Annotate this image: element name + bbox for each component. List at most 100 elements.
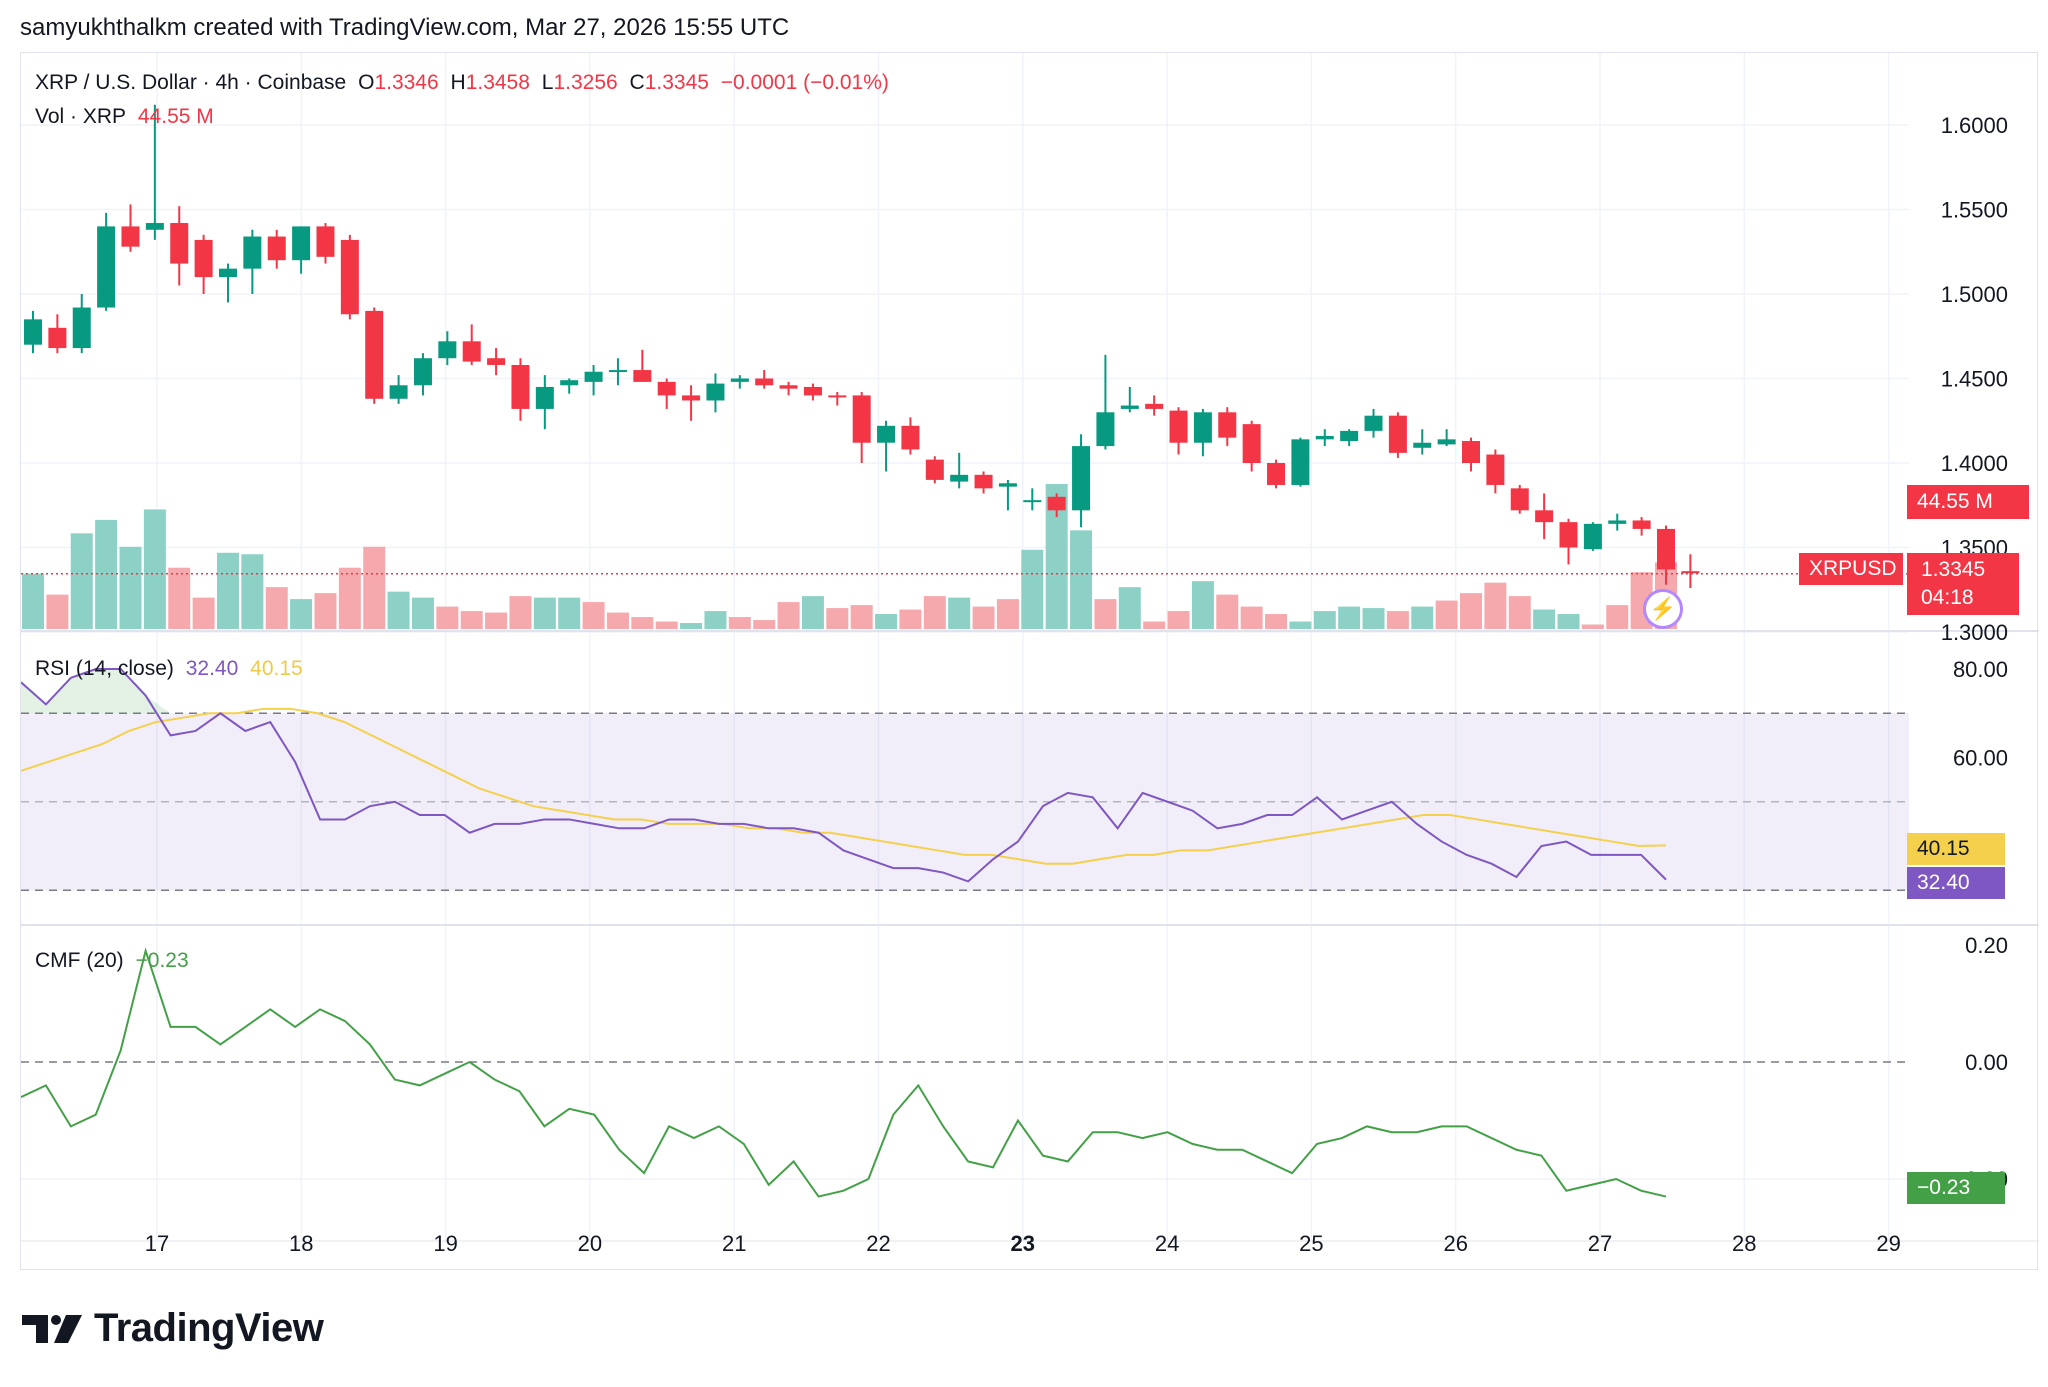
candle-body xyxy=(1315,435,1334,440)
candle-body xyxy=(1291,439,1310,485)
close-value: 1.3345 xyxy=(644,71,709,94)
time-axis-label: 22 xyxy=(866,1231,890,1256)
time-axis-label: 28 xyxy=(1732,1231,1756,1256)
time-axis-label: 19 xyxy=(433,1231,457,1256)
price-axis-label: 1.3000 xyxy=(1941,620,2008,645)
price-axis-label: 1.5000 xyxy=(1941,282,2008,307)
time-axis-label: 26 xyxy=(1443,1231,1467,1256)
change-value: −0.0001 (−0.01%) xyxy=(720,71,889,94)
candle-body xyxy=(1510,488,1529,511)
candle-body xyxy=(438,341,457,359)
volume-bar xyxy=(192,597,215,629)
candle-body xyxy=(365,310,384,399)
rsi-ma-tag: 40.15 xyxy=(1907,833,2005,865)
volume-bar xyxy=(216,552,239,629)
volume-bar xyxy=(923,596,946,629)
candle-body xyxy=(535,386,554,409)
chart-canvas[interactable]: 1.60001.55001.50001.45001.40001.35001.30… xyxy=(21,53,2039,1271)
volume-bar xyxy=(850,605,873,629)
symbol-tag: XRPUSD xyxy=(1799,553,1903,585)
volume-bar xyxy=(1021,549,1044,629)
time-axis-label: 29 xyxy=(1876,1231,1900,1256)
candle-body xyxy=(511,364,530,409)
volume-bar xyxy=(1167,611,1190,629)
volume-bar xyxy=(338,567,361,629)
cmf-value: −0.23 xyxy=(135,949,189,972)
candle-body xyxy=(1120,405,1139,409)
cmf-label[interactable]: CMF (20) xyxy=(35,949,124,972)
chart-area[interactable]: 1.6000 1.5500 1.5000 1.4500 1.4000 1.3500 1.30… xyxy=(20,52,2039,1271)
volume-bar xyxy=(1435,600,1458,629)
candle-body xyxy=(1096,412,1115,447)
volume-bar xyxy=(46,594,69,629)
volume-bar xyxy=(143,509,166,629)
candle-body xyxy=(1657,528,1675,570)
tradingview-logo[interactable]: TradingView xyxy=(22,1306,324,1351)
volume-bar xyxy=(972,606,995,629)
time-axis-label: 20 xyxy=(578,1231,602,1256)
volume-bar xyxy=(1386,611,1409,629)
candle-body xyxy=(145,223,164,230)
volume-bar xyxy=(119,546,142,629)
volume-bar xyxy=(1411,606,1434,629)
cmf-axis-label: 0.20 xyxy=(1965,933,2008,958)
cmf-axis-label: 0.00 xyxy=(1965,1050,2008,1075)
time-axis-label: 23 xyxy=(1011,1231,1035,1256)
close-label: C xyxy=(629,71,645,94)
high-label: H xyxy=(450,71,466,94)
volume-legend: Vol · XRP 44.55 M xyxy=(35,105,220,129)
cmf-tag: −0.23 xyxy=(1907,1172,2005,1204)
volume-bar xyxy=(1508,596,1531,629)
candle-body xyxy=(462,341,481,362)
price-axis-label: 1.5500 xyxy=(1941,198,2008,223)
candle-body xyxy=(1535,510,1554,523)
candle-body xyxy=(682,395,701,401)
candle-body xyxy=(1364,415,1383,431)
last-price-value: 1.3345 xyxy=(1921,558,1986,581)
volume-label[interactable]: Vol · XRP xyxy=(35,105,127,128)
candle-body xyxy=(803,386,822,396)
candle-body xyxy=(1632,520,1651,529)
volume-bar xyxy=(558,597,581,629)
symbol-title[interactable]: XRP / U.S. Dollar · 4h · Coinbase xyxy=(35,71,347,94)
candle-body xyxy=(852,395,871,443)
candle-body xyxy=(1559,522,1578,548)
volume-value: 44.55 M xyxy=(137,105,214,128)
candle-body xyxy=(389,385,408,399)
volume-bar xyxy=(436,606,459,629)
volume-price-tag: 44.55 M xyxy=(1907,485,2029,519)
volume-bar xyxy=(1070,530,1093,629)
rsi-label[interactable]: RSI (14, close) xyxy=(35,657,174,680)
low-value: 1.3256 xyxy=(553,71,618,94)
candle-body xyxy=(1169,410,1188,443)
candle-body xyxy=(1681,571,1700,574)
candle-body xyxy=(657,381,676,396)
candle-body xyxy=(1145,403,1164,409)
volume-bar xyxy=(948,597,971,629)
rsi-legend: RSI (14, close) 32.40 40.15 xyxy=(35,657,309,681)
candle-body xyxy=(1072,446,1091,511)
candle-body xyxy=(633,370,652,382)
volume-bar xyxy=(241,554,264,629)
candle-body xyxy=(1193,412,1212,443)
candle-body xyxy=(779,385,798,389)
candle-body xyxy=(1388,415,1407,453)
candle-body xyxy=(1267,463,1286,485)
candle-body xyxy=(292,226,311,261)
volume-bar xyxy=(1313,611,1336,629)
volume-bar xyxy=(1289,621,1312,629)
volume-bar xyxy=(899,609,922,629)
candle-body xyxy=(998,483,1017,487)
volume-bar xyxy=(265,587,288,629)
volume-bar xyxy=(70,533,93,629)
candle-body xyxy=(340,239,359,315)
volume-bar xyxy=(1265,614,1288,629)
rsi-axis-label: 60.00 xyxy=(1953,746,2008,771)
volume-bar xyxy=(533,597,556,629)
ai-assistant-icon[interactable]: ⚡ xyxy=(1643,589,1683,629)
candle-body xyxy=(950,474,969,482)
volume-bar xyxy=(1460,593,1483,629)
volume-bar xyxy=(826,608,849,629)
candle-body xyxy=(1242,424,1261,463)
volume-bar xyxy=(606,612,629,629)
